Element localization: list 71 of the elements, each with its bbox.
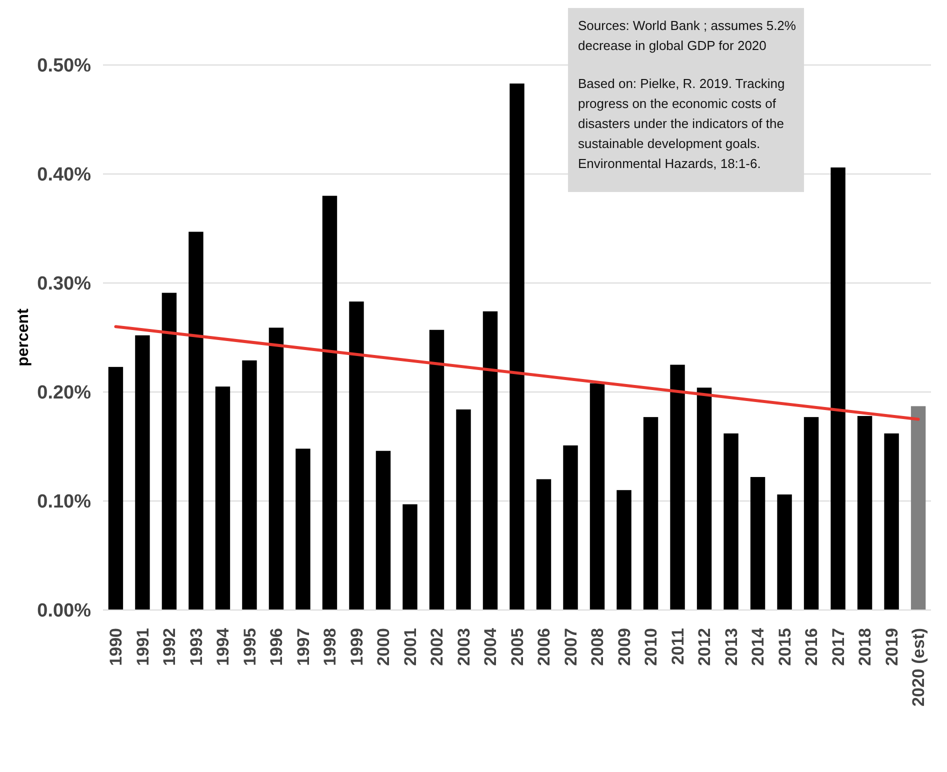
y-axis-title: percent: [15, 308, 32, 366]
x-tick-label: 2006: [534, 628, 554, 666]
bar: [188, 232, 204, 610]
y-tick-label: 0.30%: [37, 274, 92, 295]
bar: [135, 335, 150, 610]
bar: [750, 477, 766, 610]
x-tick-label: 2003: [454, 628, 474, 666]
x-tick-label: 1995: [240, 628, 260, 666]
bar: [456, 409, 471, 610]
x-tick-label: 1991: [133, 628, 152, 666]
x-tick-label: 2007: [561, 628, 580, 666]
x-tick-label: 2011: [668, 628, 688, 665]
bar: [670, 364, 685, 610]
y-tick-label: 0.40%: [37, 164, 92, 186]
bar: [616, 490, 632, 610]
x-tick-label: 2019: [882, 628, 902, 666]
bar: [563, 445, 578, 610]
x-tick-label: 1998: [320, 628, 340, 666]
x-tick-label: 2010: [642, 628, 661, 666]
bar: [242, 360, 257, 610]
x-tick-label: 2001: [400, 628, 420, 666]
bar: [804, 417, 819, 610]
x-tick-label: 1990: [106, 628, 126, 666]
bar: [482, 311, 498, 610]
x-tick-label: 1993: [186, 628, 206, 666]
x-tick-label: 2018: [856, 628, 875, 666]
y-tick-label: 0.50%: [37, 56, 92, 77]
bar: [162, 292, 177, 610]
bar: [510, 84, 524, 610]
bar: [643, 417, 658, 610]
bar: [830, 167, 846, 610]
y-tick-label: 0.20%: [37, 382, 92, 404]
bar: [884, 433, 899, 610]
x-tick-label: 2000: [374, 628, 394, 666]
bar: [215, 386, 230, 610]
x-tick-label: 2017: [828, 628, 848, 666]
bar: [376, 450, 391, 610]
bar: [108, 366, 124, 610]
y-tick-label: 0.10%: [37, 492, 92, 513]
bar: [349, 302, 364, 610]
x-tick-label: 1992: [160, 628, 180, 666]
x-tick-label: 1994: [214, 627, 233, 666]
bar: [777, 494, 792, 610]
x-tick-label: 2005: [508, 628, 527, 666]
x-tick-label: 2009: [614, 628, 634, 666]
bar: [268, 328, 284, 610]
bar: [296, 448, 310, 610]
x-tick-label: 1996: [267, 628, 286, 666]
bar: [429, 330, 444, 610]
bar: [724, 433, 738, 610]
x-tick-label: 2012: [695, 628, 714, 666]
x-tick-label: 2013: [722, 628, 741, 666]
bar: [402, 504, 418, 610]
x-tick-label: 1997: [294, 628, 313, 666]
y-tick-label: 0.00%: [37, 600, 92, 622]
bar: [910, 406, 926, 610]
source-note: Sources: World Bank ; assumes 5.2% decrease in global GDP for 2020: [578, 18, 796, 53]
annotation: Based on: Pielke, R. 2019. Tracking progress on the economic costs of disasters under the indicators of the sustainable development goals. Environmental Hazards, 18:1-6.: [578, 76, 785, 171]
bar: [590, 383, 605, 610]
x-tick-label: 2016: [802, 628, 822, 666]
bar: [322, 196, 338, 610]
x-tick-label: 2015: [775, 628, 794, 666]
x-tick-label: 2004: [481, 627, 500, 666]
x-tick-label: 2008: [588, 628, 608, 666]
x-tick-label: 2002: [428, 628, 447, 666]
x-tick-label: 1999: [347, 628, 366, 666]
bar: [536, 479, 552, 610]
x-tick-label: 2014: [748, 627, 768, 666]
x-tick-label: 2020 (est): [909, 628, 928, 706]
bar: [857, 416, 872, 610]
bar: [696, 388, 712, 610]
